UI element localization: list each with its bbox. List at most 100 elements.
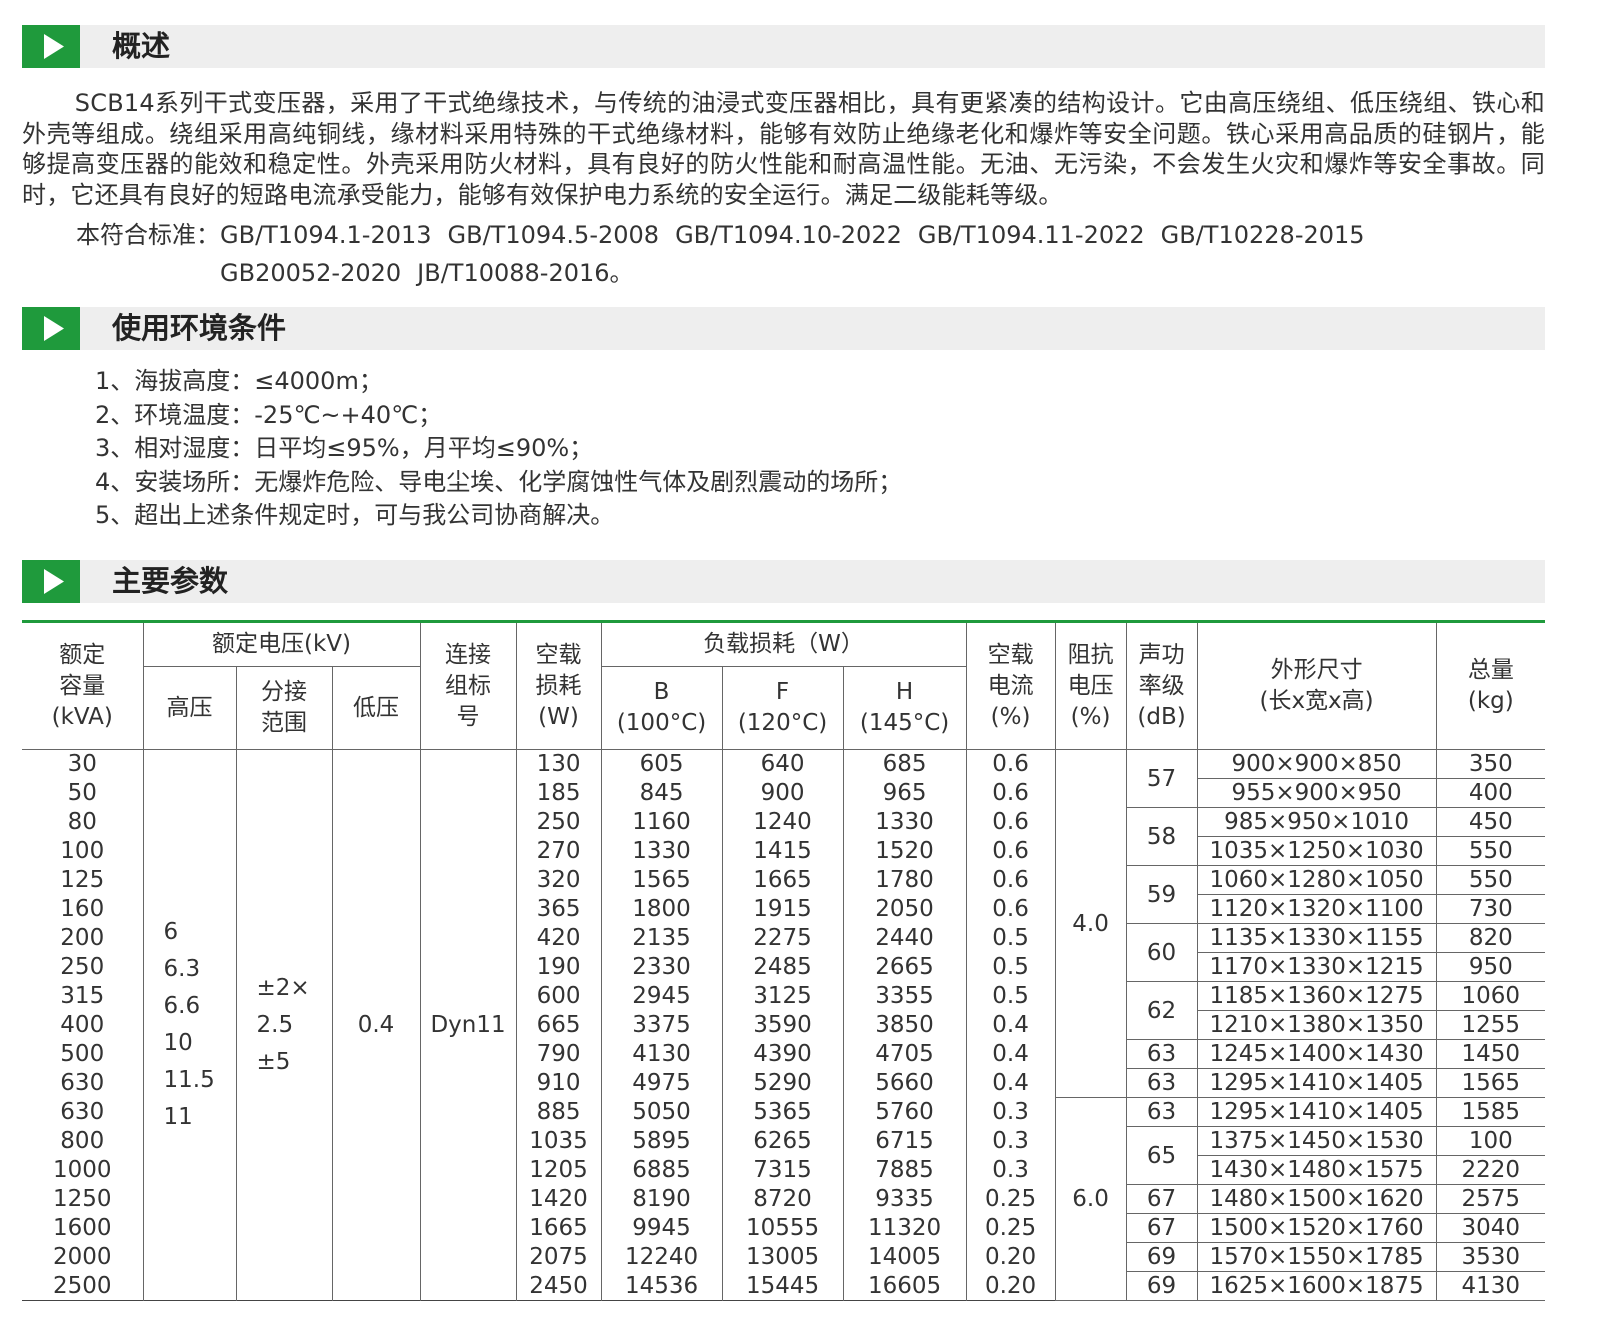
value-cell: 2665 <box>842 952 967 982</box>
cell-line: 1120×1320×1100 <box>1209 896 1424 922</box>
cell-line: 1245×1400×1430 <box>1209 1041 1424 1067</box>
value-cell: 1415 <box>721 836 844 866</box>
parameter-table: 额定 容量 (kVA) 额定电压(kV) 连接 组标号空载 损耗 (W) 负载损耗（W） 空载 电流… <box>22 620 1546 1301</box>
cell-line: 885 <box>536 1099 581 1125</box>
cell-line: 5290 <box>753 1070 812 1096</box>
weight-cell: 730 <box>1435 894 1546 924</box>
cell-line: 7885 <box>875 1157 934 1183</box>
dimensions-cell: 1035×1250×1030 <box>1196 836 1437 866</box>
value-cell: 0.6 <box>965 778 1056 808</box>
cell-line: 0.6 <box>992 780 1029 806</box>
value-cell: 5660 <box>842 1068 967 1098</box>
weight-cell: 400 <box>1435 778 1546 808</box>
header-bar <box>80 25 1545 68</box>
value-cell: 320 <box>515 865 602 895</box>
cell-line: (%) <box>990 703 1031 730</box>
value-cell: 2440 <box>842 923 967 953</box>
value-cell: 5290 <box>721 1068 844 1098</box>
condition-item: 5、超出上述条件规定时，可与我公司协商解决。 <box>95 501 615 530</box>
cell-line: 65 <box>1146 1142 1177 1169</box>
cell-line: 0.5 <box>992 925 1029 951</box>
value-cell: 685 <box>842 749 967 779</box>
cell-line: H <box>895 679 914 705</box>
cell-line: 270 <box>536 838 581 864</box>
sound-cell: 69 <box>1125 1242 1198 1272</box>
standard: JB/T10088-2016。 <box>417 259 634 287</box>
cell-line: 550 <box>1468 867 1513 893</box>
value-cell: 2135 <box>600 923 723 953</box>
condition-item: 3、相对湿度：日平均≤95%，月平均≤90%； <box>95 434 594 463</box>
value-cell: 605 <box>600 749 723 779</box>
cell-line: 0.4 <box>992 1070 1029 1096</box>
cell-line: 4390 <box>753 1041 812 1067</box>
cell-line: 1060×1280×1050 <box>1209 867 1424 893</box>
cell-line: 3590 <box>753 1012 812 1038</box>
value-cell: 16605 <box>842 1271 967 1301</box>
header-cell: 阻抗 电压 (%) <box>1054 621 1127 750</box>
cell-line: 1000 <box>52 1157 112 1183</box>
cell-line: 16605 <box>867 1272 942 1299</box>
data-row: 800 1035 5895 6265 6715 0.3 65 1375×1450×1530 10… <box>22 1126 1546 1185</box>
value-cell: 13005 <box>721 1242 844 1272</box>
value-cell: 0.5 <box>965 981 1056 1011</box>
cell-line: 电流 <box>987 672 1034 699</box>
weight-cell: 4130 <box>1435 1271 1546 1301</box>
standard: GB20052-2020 <box>220 259 402 287</box>
cell-line: 250 <box>60 954 105 980</box>
data-row: 200 420 2135 2275 2440 0.5 60 1135×1330×1155 820 <box>22 923 1546 982</box>
sound-cell: 63 <box>1125 1097 1198 1127</box>
cell-line: 高压 <box>166 694 213 721</box>
header-cell: 总量 (kg) <box>1435 621 1546 750</box>
value-cell: 0.25 <box>965 1213 1056 1243</box>
value-cell: 965 <box>842 778 967 808</box>
condition-item: 2、环境温度：-25℃~+40℃； <box>95 400 443 429</box>
weight-cell: 950 <box>1435 952 1546 982</box>
capacity-cell: 80 <box>22 807 144 837</box>
cell-line: 1210×1380×1350 <box>1209 1012 1424 1038</box>
value-cell: 185 <box>515 778 602 808</box>
sound-cell: 58 <box>1125 807 1198 866</box>
value-cell: 4975 <box>600 1068 723 1098</box>
cell-line: 57 <box>1146 765 1177 792</box>
cell-line: 0.6 <box>992 867 1029 893</box>
cell-line: 400 <box>1468 780 1513 806</box>
dimensions-cell: 900×900×850 <box>1196 749 1437 779</box>
cell-line: 2575 <box>1461 1186 1521 1212</box>
cell-line: 950 <box>1468 954 1513 980</box>
value-cell: 790 <box>515 1039 602 1069</box>
cell-line: 1330 <box>875 809 934 835</box>
cell-line: 0.4 <box>992 1041 1029 1067</box>
header-bar <box>80 307 1545 350</box>
cell-line: 30 <box>67 751 97 778</box>
cell-line: 1600 <box>52 1215 112 1241</box>
cell-line: 50 <box>67 780 97 806</box>
tap-range-cell: ±2× 2.5 ±5 <box>235 749 333 1301</box>
cell-line: 11320 <box>867 1215 942 1241</box>
cell-line: 6715 <box>875 1128 934 1154</box>
cell-line: 0.6 <box>992 809 1029 835</box>
cell-line: 1665 <box>529 1215 588 1241</box>
header-row: 额定 容量 (kVA) 额定电压(kV) 连接 组标号空载 损耗 (W) 负载损耗（W） 空载 电流… <box>22 621 1546 750</box>
value-cell: 0.20 <box>965 1242 1056 1272</box>
cell-line: 1430×1480×1575 <box>1209 1157 1424 1183</box>
connection-cell: Dyn11 <box>419 749 517 1301</box>
section-title: 概述 <box>112 29 171 63</box>
value-cell: 270 <box>515 836 602 866</box>
cell-line: 低压 <box>353 694 400 721</box>
cell-line: 69 <box>1146 1273 1177 1299</box>
standard: GB/T1094.1-2013 <box>220 221 432 249</box>
condition-item: 4、安装场所：无爆炸危险、导电尘埃、化学腐蚀性气体及剧烈震动的场所； <box>95 467 903 496</box>
weight-cell: 100 <box>1435 1126 1546 1156</box>
value-cell: 5365 <box>721 1097 844 1127</box>
cell-line: 820 <box>1468 925 1513 951</box>
value-cell: 8190 <box>600 1184 723 1214</box>
capacity-cell: 315 <box>22 981 144 1011</box>
data-row: 1000 1205 6885 7315 7885 0.3 1430×1480×1575 222… <box>22 1155 1546 1185</box>
value-cell: 2050 <box>842 894 967 924</box>
cell-line: 2440 <box>875 925 934 951</box>
cell-line: 14536 <box>624 1272 699 1299</box>
cell-line: 1415 <box>753 838 812 864</box>
cell-line: 2500 <box>52 1272 112 1299</box>
value-cell: 1420 <box>515 1184 602 1214</box>
